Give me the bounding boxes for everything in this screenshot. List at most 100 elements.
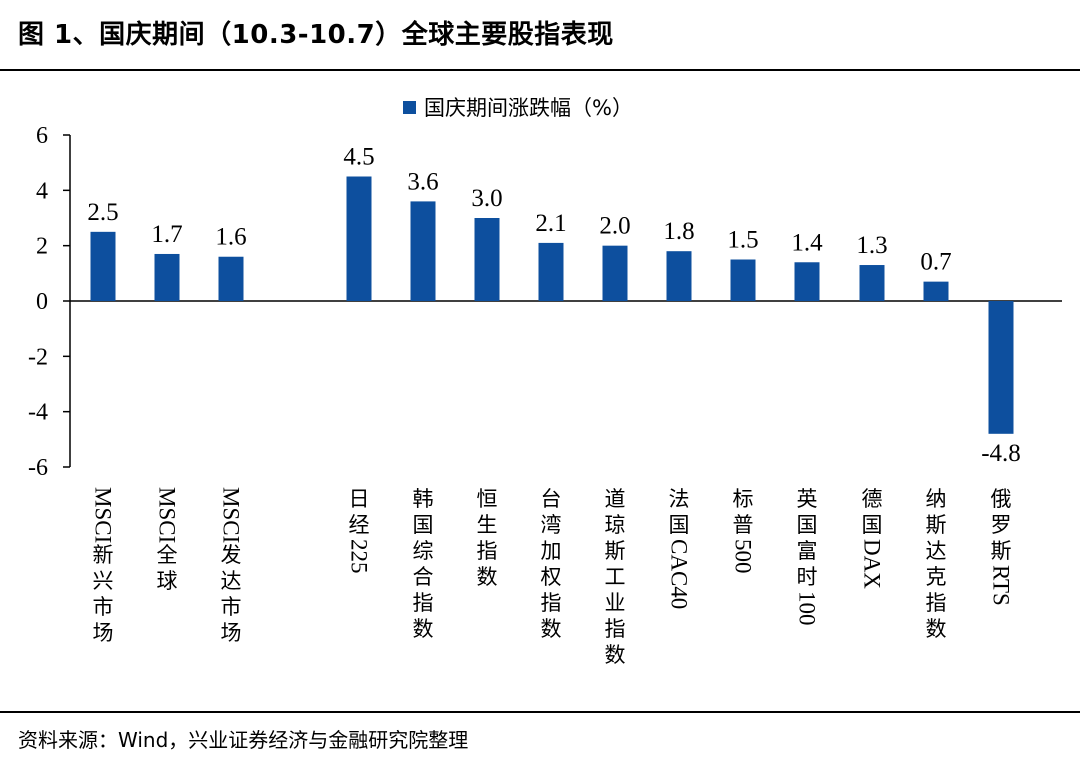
category-label-char: 数 (541, 617, 562, 641)
data-label: 4.5 (343, 144, 374, 171)
data-label: 1.4 (791, 229, 823, 256)
category-label-char: 斯 (926, 513, 947, 537)
bar (730, 259, 756, 301)
category-label-char: 经 (349, 513, 370, 537)
category-label-char: 湾 (541, 513, 562, 537)
y-tick-label: 4 (36, 178, 48, 204)
category-label-latin: MSCI (91, 487, 116, 543)
category-label-char: 斯 (605, 539, 626, 563)
category-label-char: 工 (605, 565, 626, 589)
data-labels: 2.5 1.7 1.6 4.5 3.6 3.0 2.1 2.0 1.8 1.5 1.4 1.3 0.7 -… (87, 144, 1020, 467)
category-label-char: 新 (93, 543, 114, 567)
data-label: 2.1 (535, 210, 566, 237)
y-tick-label: -2 (28, 344, 48, 370)
category-label-char: 国 (862, 513, 883, 537)
data-label: 1.7 (151, 221, 182, 248)
bar-chart: 国庆期间涨跌幅（%） 6 4 2 0 -2 -4 -6 2.5 1.7 1.6 4.5 3.6 3.0… (28, 96, 1062, 667)
category-label-char: 普 (733, 513, 754, 537)
bar (154, 253, 180, 301)
top-rule (0, 69, 1080, 71)
bar (90, 231, 116, 301)
data-label: 0.7 (920, 249, 951, 276)
category-label-char: 时 (797, 565, 818, 589)
bar (794, 262, 820, 301)
category-label-char: 指 (541, 591, 562, 615)
figure-title: 图 1、国庆期间（10.3-10.7）全球主要股指表现 (18, 20, 614, 50)
category-label-char: 场 (93, 621, 114, 645)
category-label-char: 斯 (991, 539, 1012, 563)
category-label-char: 指 (413, 591, 434, 615)
category-label-char: 指 (926, 591, 947, 615)
y-tick-label: 2 (36, 234, 48, 260)
category-label-char: 富 (797, 539, 818, 563)
category-label-char: 兴 (93, 569, 114, 593)
category-label-char: 市 (93, 595, 114, 619)
data-label: 3.6 (407, 168, 438, 195)
bottom-rule (0, 711, 1080, 713)
legend-swatch (403, 101, 416, 114)
category-label-char: 数 (926, 617, 947, 641)
category-label-char: 指 (605, 617, 626, 641)
category-label-char: 合 (413, 565, 434, 589)
bar (923, 281, 949, 301)
category-label-char: 英 (797, 487, 818, 511)
data-label: 1.6 (215, 224, 246, 251)
category-label-char: 恒 (477, 487, 498, 511)
category-label-char: 台 (541, 487, 562, 511)
category-label-char: 数 (477, 565, 498, 589)
category-label-char: 指 (477, 539, 498, 563)
category-label-char: 韩 (413, 487, 434, 511)
legend: 国庆期间涨跌幅（%） (403, 96, 633, 120)
category-label-char: 达 (926, 539, 947, 563)
data-label: 1.8 (663, 218, 694, 245)
category-label-char: 综 (413, 539, 434, 563)
y-tick-label: 6 (36, 123, 48, 149)
bar (410, 201, 436, 301)
bar (346, 176, 372, 301)
category-label-latin: MSCI (155, 487, 180, 543)
category-label-char: 琼 (605, 513, 626, 537)
bar (666, 251, 692, 301)
category-label-char: 数 (413, 617, 434, 641)
category-labels: MSCI新兴市场MSCI全球MSCI发达市场日经225韩国综合指数恒生指数台湾加… (91, 487, 1014, 667)
category-label-char: 发 (221, 543, 242, 567)
bar (474, 218, 500, 301)
bar (859, 265, 885, 301)
category-label-char: 权 (541, 565, 562, 589)
y-tick-label: -6 (28, 455, 48, 481)
category-label-char: 标 (733, 487, 754, 511)
category-label-latin: RTS (989, 565, 1014, 606)
category-label-latin: 100 (795, 591, 820, 626)
bars (90, 176, 1014, 434)
data-label: 1.3 (856, 232, 887, 259)
category-label-char: 德 (862, 487, 883, 511)
category-label-char: 生 (477, 513, 498, 537)
category-label-char: 数 (605, 643, 626, 667)
category-label-char: 场 (221, 621, 242, 645)
y-tick-label: -4 (28, 400, 48, 426)
data-label: 1.5 (727, 227, 758, 254)
category-label-char: 日 (349, 487, 370, 511)
data-label: 3.0 (471, 185, 502, 212)
category-label-char: 道 (605, 487, 626, 511)
category-label-char: 罗 (991, 513, 1012, 537)
category-label-char: 克 (926, 565, 947, 589)
data-label: 2.0 (599, 213, 630, 240)
category-label-char: 俄 (991, 487, 1012, 511)
category-label-char: 球 (157, 569, 178, 593)
category-label-char: 全 (157, 543, 178, 567)
category-label-latin: 225 (347, 539, 372, 574)
y-tick-label: 0 (36, 289, 48, 315)
data-label: 2.5 (87, 199, 118, 226)
axes: 6 4 2 0 -2 -4 -6 (28, 123, 1062, 481)
